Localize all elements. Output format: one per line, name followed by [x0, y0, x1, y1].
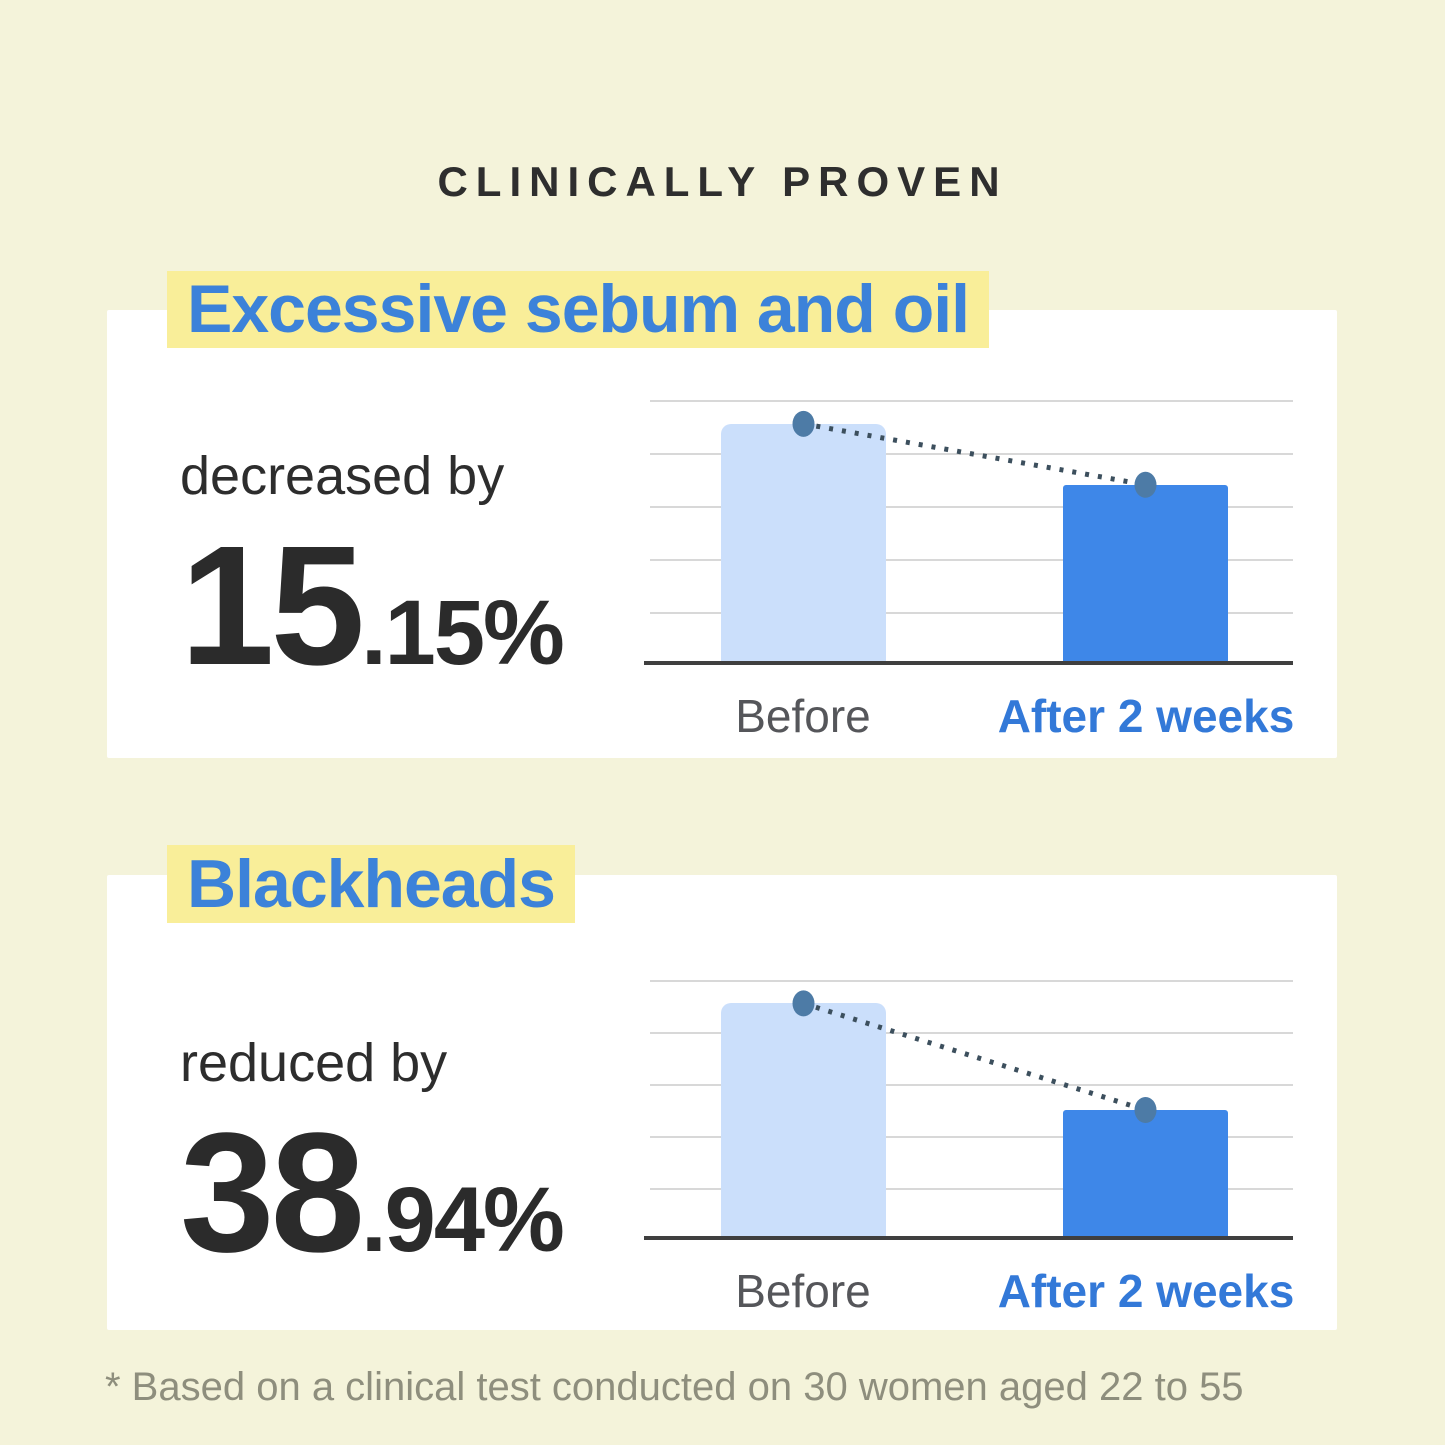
sebum-stat-label: decreased by — [180, 446, 505, 506]
blackheads-stat-main: 38 — [180, 1098, 365, 1288]
sebum-plot-area — [644, 400, 1293, 665]
after-bar — [1063, 1110, 1228, 1240]
after-2-weeks-label: After 2 weeks — [997, 690, 1295, 742]
before-bar — [721, 1003, 886, 1240]
sebum-heading-highlight: Excessive sebum and oil — [167, 271, 990, 348]
blackheads-heading: Blackheads — [187, 846, 556, 922]
gridline — [650, 1188, 1293, 1190]
blackheads-stat: reduced by 38 .94% — [180, 1032, 565, 1288]
after-bar — [1063, 484, 1228, 665]
blackheads-stat-value: 38 .94% — [180, 1098, 565, 1288]
x-axis-line — [644, 1236, 1293, 1240]
gridline — [650, 400, 1293, 402]
x-axis-line — [644, 661, 1293, 665]
blackheads-heading-highlight: Blackheads — [167, 845, 575, 923]
blackheads-stat-rest: .94% — [361, 1169, 565, 1271]
gridline — [650, 506, 1293, 508]
blackheads-stat-label: reduced by — [180, 1033, 448, 1093]
gridline — [650, 612, 1293, 614]
sebum-stat-main: 15 — [180, 511, 365, 701]
gridline — [650, 980, 1293, 982]
page-title: CLINICALLY PROVEN — [437, 158, 1008, 205]
before-bar — [721, 423, 886, 665]
before-label: Before — [735, 1265, 871, 1317]
sebum-stat: decreased by 15 .15% — [180, 445, 565, 701]
blackheads-chart: Before After 2 weeks — [644, 980, 1294, 1317]
sebum-heading: Excessive sebum and oil — [187, 271, 970, 347]
after-2-weeks-label: After 2 weeks — [997, 1265, 1295, 1317]
sebum-stat-value: 15 .15% — [180, 511, 565, 701]
sebum-chart: Before After 2 weeks — [644, 400, 1294, 742]
gridline — [650, 1136, 1293, 1138]
blackheads-plot-area — [644, 980, 1293, 1240]
sebum-stat-rest: .15% — [361, 582, 565, 684]
gridline — [650, 559, 1293, 561]
clinical-test-footnote: * Based on a clinical test conducted on … — [105, 1365, 1244, 1409]
before-label: Before — [735, 690, 871, 742]
